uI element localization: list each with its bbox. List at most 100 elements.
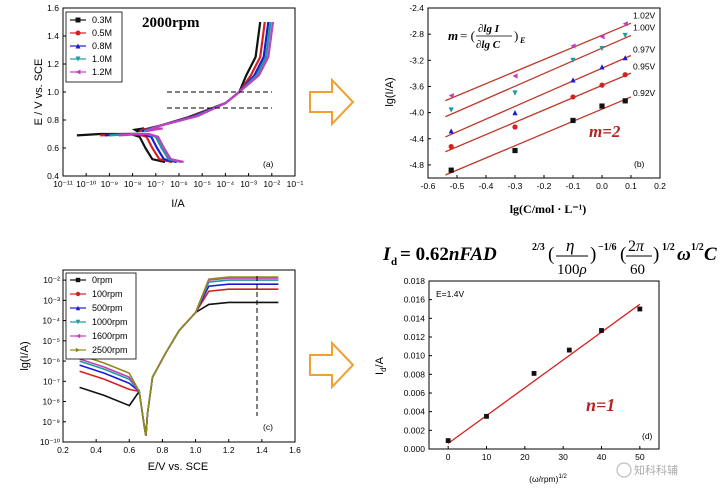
panel-b-point-0.95V [622,72,628,78]
svg-text:100ρ: 100ρ [557,262,587,278]
panel-b-point-1.02V [622,21,628,27]
panel-a-legend-marker [75,17,81,23]
panel-a-xtick-label: 10⁻⁷ [147,179,164,189]
panel-d-ytick-label: 0.018 [404,276,426,286]
panel-d-xtick-label: 30 [558,452,568,462]
svg-text:d: d [391,256,397,268]
panel-d-xtick-label: 10 [482,452,492,462]
panel-b-point-0.92V [512,147,518,154]
svg-text:(: ( [620,244,626,265]
panel-d-formula: I d = 0.62nFAD 2/3 ( η 100ρ ) −1/6 ( 2π … [382,236,717,278]
panel-a-legend-label: 1.0M [92,54,112,64]
panel-b-ytick-label: -4.4 [409,134,424,144]
panel-d-ticks: 0 10 20 30 40 50 0.000 0.002 0.004 0.006 0.008 0.01… [404,276,645,462]
panel-d-frame [428,280,660,450]
wechat-icon [616,462,632,478]
panel-c-frame [62,269,296,443]
panel-c-xtick-label: 1.4 [256,445,268,455]
panel-a-legend: 0.3M 0.5M 0.8M 1.0M 1.2M [70,15,112,77]
panel-a-xtick-label: 10⁻⁴ [217,179,235,189]
panel-b-fit-1.02V [445,22,632,102]
panel-d-plot [445,303,643,444]
panel-d-ytick-label: 0.000 [404,444,426,454]
panel-d-point [637,306,643,312]
panel-b-point-0.97V [599,64,605,70]
panel-d-label: (d) [642,431,653,441]
panel-b-ytick-label: -4.0 [409,108,424,118]
panel-b-point-0.95V [599,82,605,88]
panel-d-point [445,438,451,443]
panel-d-ytick-label: 0.014 [404,313,426,323]
panel-c-legend-marker [75,291,81,297]
panel-c-xtick-label: 0.6 [123,445,135,455]
panel-d-ytick-label: 0.012 [404,332,426,342]
panel-b-point-1.00V [599,45,605,52]
arrow-right-icon [309,77,355,127]
panel-b-point-1.02V [570,43,576,49]
svg-text:−1/6: −1/6 [598,242,616,253]
panel-c-ytick-label: 10⁻⁴ [42,316,60,326]
panel-a: 10⁻¹¹ 10⁻¹⁰ 10⁻⁹ 10⁻⁸ 10⁻⁷ 10⁻⁶ 10⁻⁵ 10⁻⁴ 10⁻³ 10… [33,3,304,210]
panel-d-ylabel: Id/A [374,356,388,375]
panel-a-xtick-label: 10⁻⁸ [124,179,142,189]
panel-b-point-0.95V [512,124,518,130]
svg-text:∂lg I: ∂lg I [478,23,500,35]
panel-b-point-1.02V [448,93,454,99]
svg-text:): ) [653,244,659,265]
panel-c-ytick-label: 10⁻² [43,275,60,285]
panel-c-curves [79,276,279,437]
panel-d-ytick-label: 0.016 [404,295,426,305]
svg-text:): ) [514,28,518,43]
panel-d-xtick-label: 50 [635,452,645,462]
panel-b-xtick-label: -0.5 [450,181,465,191]
panel-b-series-label: 0.92V [633,88,656,98]
panel-d-point [484,413,489,419]
panel-b-point-1.00V [448,107,454,113]
panel-c: 0.2 0.4 0.6 0.8 1.0 1.2 1.4 1.6 10⁻¹⁰ 10⁻⁹ 10⁻⁸ 10⁻… [19,269,301,473]
panel-b-series-label: 0.95V [633,62,656,72]
panel-a-curve-1.2M [146,21,275,133]
arrow-right-icon [309,340,355,390]
panel-c-legend-label: 500rpm [92,303,123,313]
panel-b-point-1.00V [570,57,576,63]
panel-b-point-0.92V [570,117,576,124]
panel-b-ytick-label: -2.8 [409,29,424,39]
panel-d-xlabel: (ω/rpm)1/2 [529,474,567,484]
panel-c-label: (c) [263,422,273,432]
panel-a-legend-label: 0.3M [92,15,112,25]
panel-b-series-label: 1.00V [633,22,656,32]
panel-d-ytick-label: 0.002 [404,425,426,435]
panel-d-xtick-label: 0 [446,452,451,462]
panel-b-point-0.92V [599,103,605,109]
panel-c-ytick-label: 10⁻⁶ [43,356,60,366]
panel-b-xlabel: lg(C/mol · L⁻¹) [510,202,587,216]
svg-text:ω: ω [677,244,691,265]
panel-c-legend-label: 2500rpm [92,345,128,355]
panel-d-xtick-label: 20 [520,452,530,462]
panel-a-xtick-label: 10⁻⁶ [170,179,187,189]
panel-b-xtick-label: 0.2 [654,181,666,191]
panel-a-legend-label: 1.2M [92,67,112,77]
panel-a-ytick-label: 0.4 [47,171,59,181]
panel-b-series-label: 1.02V [633,11,656,21]
panel-b-point-1.00V [512,90,518,96]
panel-b: -0.6 -0.5 -0.4 -0.3 -0.2 -0.1 0.0 0.1 0.2 -4.8 -4.… [384,3,666,216]
panel-b-series-label: 0.97V [633,45,656,55]
panel-b-point-0.92V [622,98,628,104]
panel-c-ytick-label: 10⁻⁹ [42,417,60,427]
panel-b-xtick-label: 0.1 [625,181,637,191]
panel-c-legend: 0rpm 100rpm 500rpm 1000rpm 1600rpm 2500rpm [70,275,128,355]
panel-a-xtick-label: 10⁻² [263,179,280,189]
panel-d-ytick-label: 0.006 [404,388,426,398]
panel-b-ytick-label: -2.4 [409,3,424,13]
panel-c-xtick-label: 1.0 [190,445,202,455]
panel-d: I d = 0.62nFAD 2/3 ( η 100ρ ) −1/6 ( 2π … [374,236,717,484]
panel-a-ytick-label: 0.8 [47,115,59,125]
panel-c-xlabel: E/V vs. SCE [148,461,209,473]
watermark-text: 知科科辅 [634,463,678,477]
panel-d-point [599,328,604,333]
panel-b-xtick-label: -0.2 [537,181,552,191]
panel-a-xtick-label: 10⁻³ [240,179,257,189]
panel-b-annotation: m=2 [589,122,621,141]
panel-b-ylabel: lg(I/A) [384,77,396,106]
